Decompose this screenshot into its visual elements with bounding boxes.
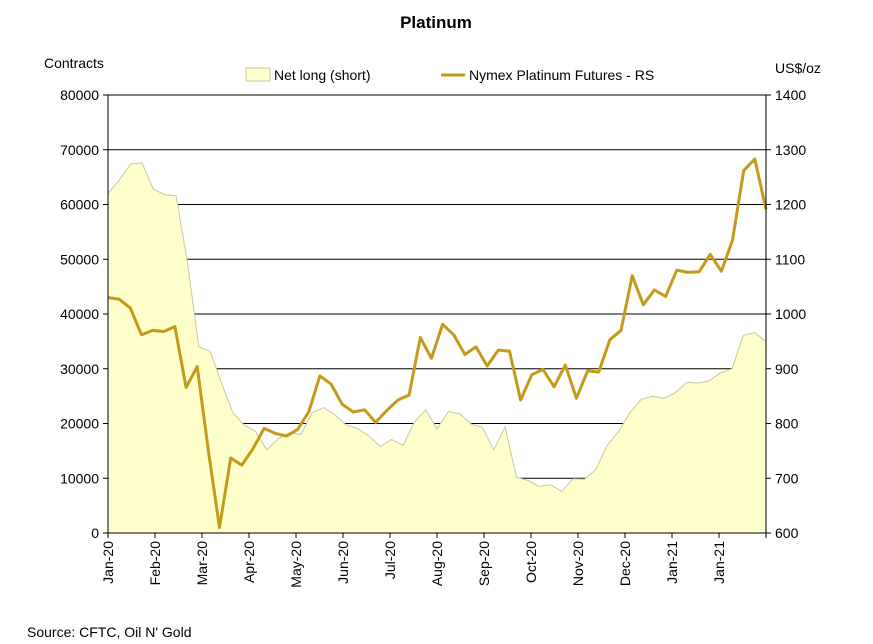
- source-note: Source: CFTC, Oil N' Gold: [27, 624, 192, 640]
- left-tick-label: 30000: [60, 361, 99, 377]
- left-tick-label: 40000: [60, 306, 99, 322]
- right-tick-label: 1300: [775, 142, 806, 158]
- left-tick-label: 50000: [60, 251, 99, 267]
- right-tick-label: 1000: [775, 306, 806, 322]
- left-tick-label: 20000: [60, 416, 99, 432]
- x-tick-label: Jul-20: [382, 541, 398, 579]
- right-tick-label: 1100: [775, 251, 805, 267]
- left-axis-ticks: 0 10000 20000 30000 40000 50000 60000 70000 8000…: [60, 87, 108, 541]
- x-tick-label: Oct-20: [523, 541, 539, 583]
- right-tick-label: 1200: [775, 197, 806, 213]
- legend-area-label: Net long (short): [274, 67, 370, 83]
- x-tick-label: Sep-20: [476, 541, 492, 586]
- left-axis-title: Contracts: [44, 55, 104, 71]
- right-tick-label: 700: [775, 470, 799, 486]
- right-tick-label: 1400: [775, 87, 806, 103]
- right-tick-label: 800: [775, 416, 799, 432]
- right-tick-label: 900: [775, 361, 799, 377]
- right-axis-title: US$/oz: [775, 60, 821, 76]
- x-tick-label: Aug-20: [429, 541, 445, 586]
- x-tick-label: Nov-20: [570, 541, 586, 586]
- left-tick-label: 70000: [60, 142, 99, 158]
- x-tick-label: Mar-20: [194, 541, 210, 586]
- legend-area-swatch: [245, 67, 271, 82]
- x-tick-label: Apr-20: [241, 541, 257, 583]
- legend-line-label: Nymex Platinum Futures - RS: [469, 67, 654, 83]
- x-tick-label: Jan-21: [711, 541, 727, 584]
- x-tick-label: Feb-20: [147, 541, 163, 586]
- x-tick-label: May-20: [288, 541, 304, 588]
- left-tick-label: 10000: [60, 470, 99, 486]
- legend: Net long (short) Nymex Platinum Futures …: [245, 67, 654, 83]
- left-tick-label: 0: [91, 525, 99, 541]
- left-tick-label: 80000: [60, 87, 99, 103]
- x-tick-label: Jun-20: [335, 541, 351, 584]
- x-tick-label: Jan-20: [100, 541, 116, 584]
- right-tick-label: 600: [775, 525, 799, 541]
- left-tick-label: 60000: [60, 197, 99, 213]
- x-axis-ticks: Jan-20 Feb-20 Mar-20 Apr-20 May-20 Jun-20 Jul-…: [100, 533, 767, 588]
- x-tick-label: Dec-20: [617, 541, 633, 586]
- x-tick-label: Jan-21: [664, 541, 680, 584]
- right-axis-ticks: 600 700 800 900 1000 1100 1200 1300 1400: [766, 87, 806, 541]
- chart-title: Platinum: [400, 13, 472, 32]
- net-long-area: [107, 162, 767, 534]
- platinum-price-line: [107, 157, 768, 529]
